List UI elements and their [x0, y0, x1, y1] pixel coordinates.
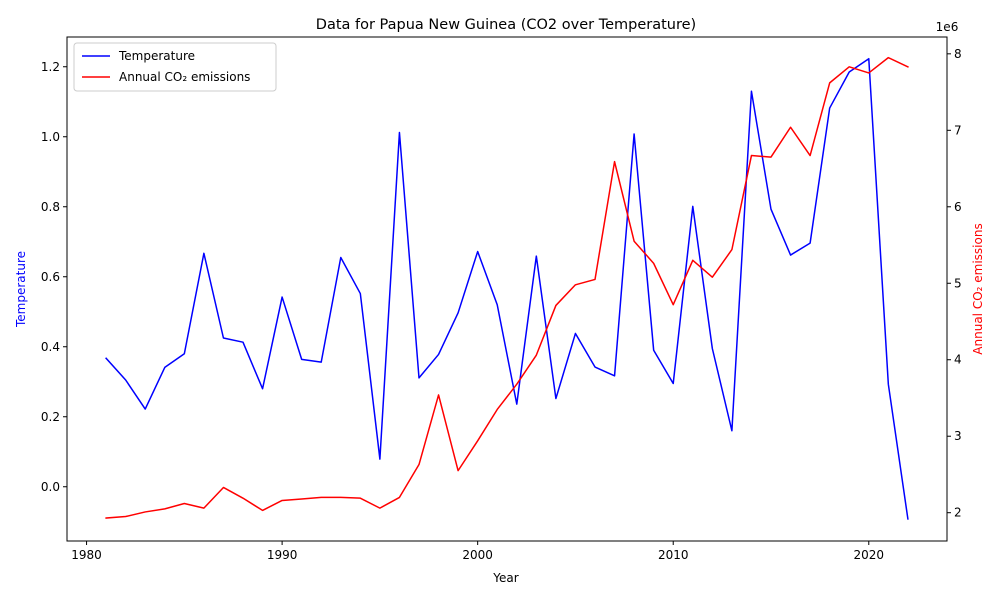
y-right-tick-label: 8 [954, 47, 962, 61]
y-axis-right-label: Annual CO₂ emissions [971, 223, 985, 354]
y-left-tick-label: 0.4 [41, 340, 60, 354]
series-line-temperature [105, 57, 909, 520]
y-left-tick-label: 0.6 [41, 270, 60, 284]
y-axis-left-label: Temperature [14, 251, 28, 328]
plot-frame [66, 36, 948, 542]
series-line-co2-emissions [105, 56, 909, 519]
y-right-tick-label: 6 [954, 200, 962, 214]
x-tick-label: 2010 [658, 548, 689, 562]
y-left-tick-label: 0.2 [41, 410, 60, 424]
y-right-tick-label: 3 [954, 429, 962, 443]
y-right-tick-label: 2 [954, 506, 962, 520]
x-tick-label: 1980 [71, 548, 102, 562]
legend: Temperature Annual CO₂ emissions [73, 42, 277, 92]
y-axis-right-ticks: 2 3 4 5 6 7 8 [947, 47, 962, 520]
y-left-tick-label: 0.0 [41, 480, 60, 494]
y-right-tick-label: 7 [954, 123, 962, 137]
plot-lines [105, 56, 909, 520]
y-axis-right-offset-label: 1e6 [936, 20, 959, 34]
legend-label: Temperature [118, 49, 195, 63]
x-axis-ticks: 1980 1990 2000 2010 2020 [71, 541, 884, 562]
y-left-tick-label: 0.8 [41, 200, 60, 214]
x-axis-label: Year [492, 571, 518, 585]
y-left-tick-label: 1.2 [41, 60, 60, 74]
y-axis-left-ticks: 0.0 0.2 0.4 0.6 0.8 1.0 1.2 [41, 60, 67, 494]
legend-label: Annual CO₂ emissions [119, 70, 250, 84]
legend-box [73, 42, 277, 92]
y-right-tick-label: 4 [954, 353, 962, 367]
chart-title: Data for Papua New Guinea (CO2 over Temp… [316, 17, 696, 33]
x-tick-label: 2020 [854, 548, 885, 562]
x-tick-label: 2000 [462, 548, 493, 562]
x-tick-label: 1990 [267, 548, 298, 562]
y-right-tick-label: 5 [954, 276, 962, 290]
y-left-tick-label: 1.0 [41, 130, 60, 144]
